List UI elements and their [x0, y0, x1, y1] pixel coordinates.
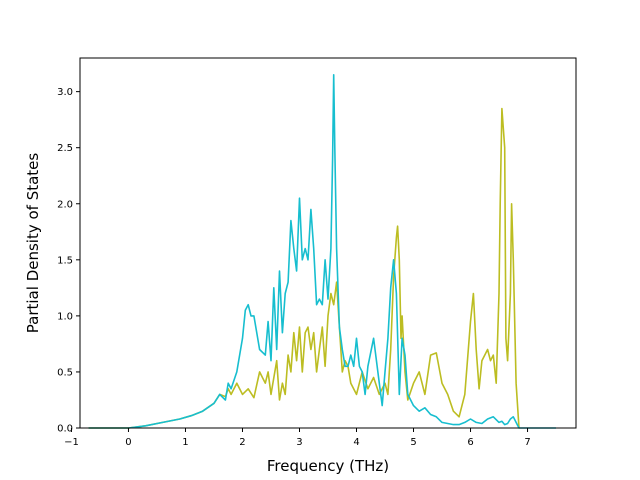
y-axis-ticks: 0.0 0.5 1.0 1.5 2.0 2.5 3.0 [57, 87, 80, 435]
x-tick-label: 6 [467, 437, 473, 448]
x-tick-label: 0 [125, 437, 131, 448]
x-axis-ticks: −1 0 1 2 3 4 5 6 7 [64, 428, 531, 448]
y-axis-label: Partial Density of States [24, 153, 42, 334]
x-axis-label: Frequency (THz) [267, 457, 389, 475]
x-tick-label: 2 [239, 437, 245, 448]
x-tick-label: 4 [353, 437, 359, 448]
y-tick-label: 1.0 [57, 311, 73, 322]
series-line-1 [88, 107, 520, 429]
y-tick-label: 0.5 [57, 367, 73, 378]
series-line-2 [88, 74, 556, 429]
x-tick-label: 1 [182, 437, 188, 448]
y-tick-label: 0.0 [57, 424, 73, 435]
series-layer [88, 74, 556, 429]
x-tick-label: −1 [64, 437, 79, 448]
x-tick-label: 5 [410, 437, 416, 448]
y-tick-label: 3.0 [57, 87, 73, 98]
y-tick-label: 1.5 [57, 255, 73, 266]
y-tick-label: 2.5 [57, 143, 73, 154]
plot-frame [79, 57, 577, 429]
x-tick-label: 7 [524, 437, 530, 448]
x-tick-label: 3 [296, 437, 302, 448]
y-tick-label: 2.0 [57, 199, 73, 210]
